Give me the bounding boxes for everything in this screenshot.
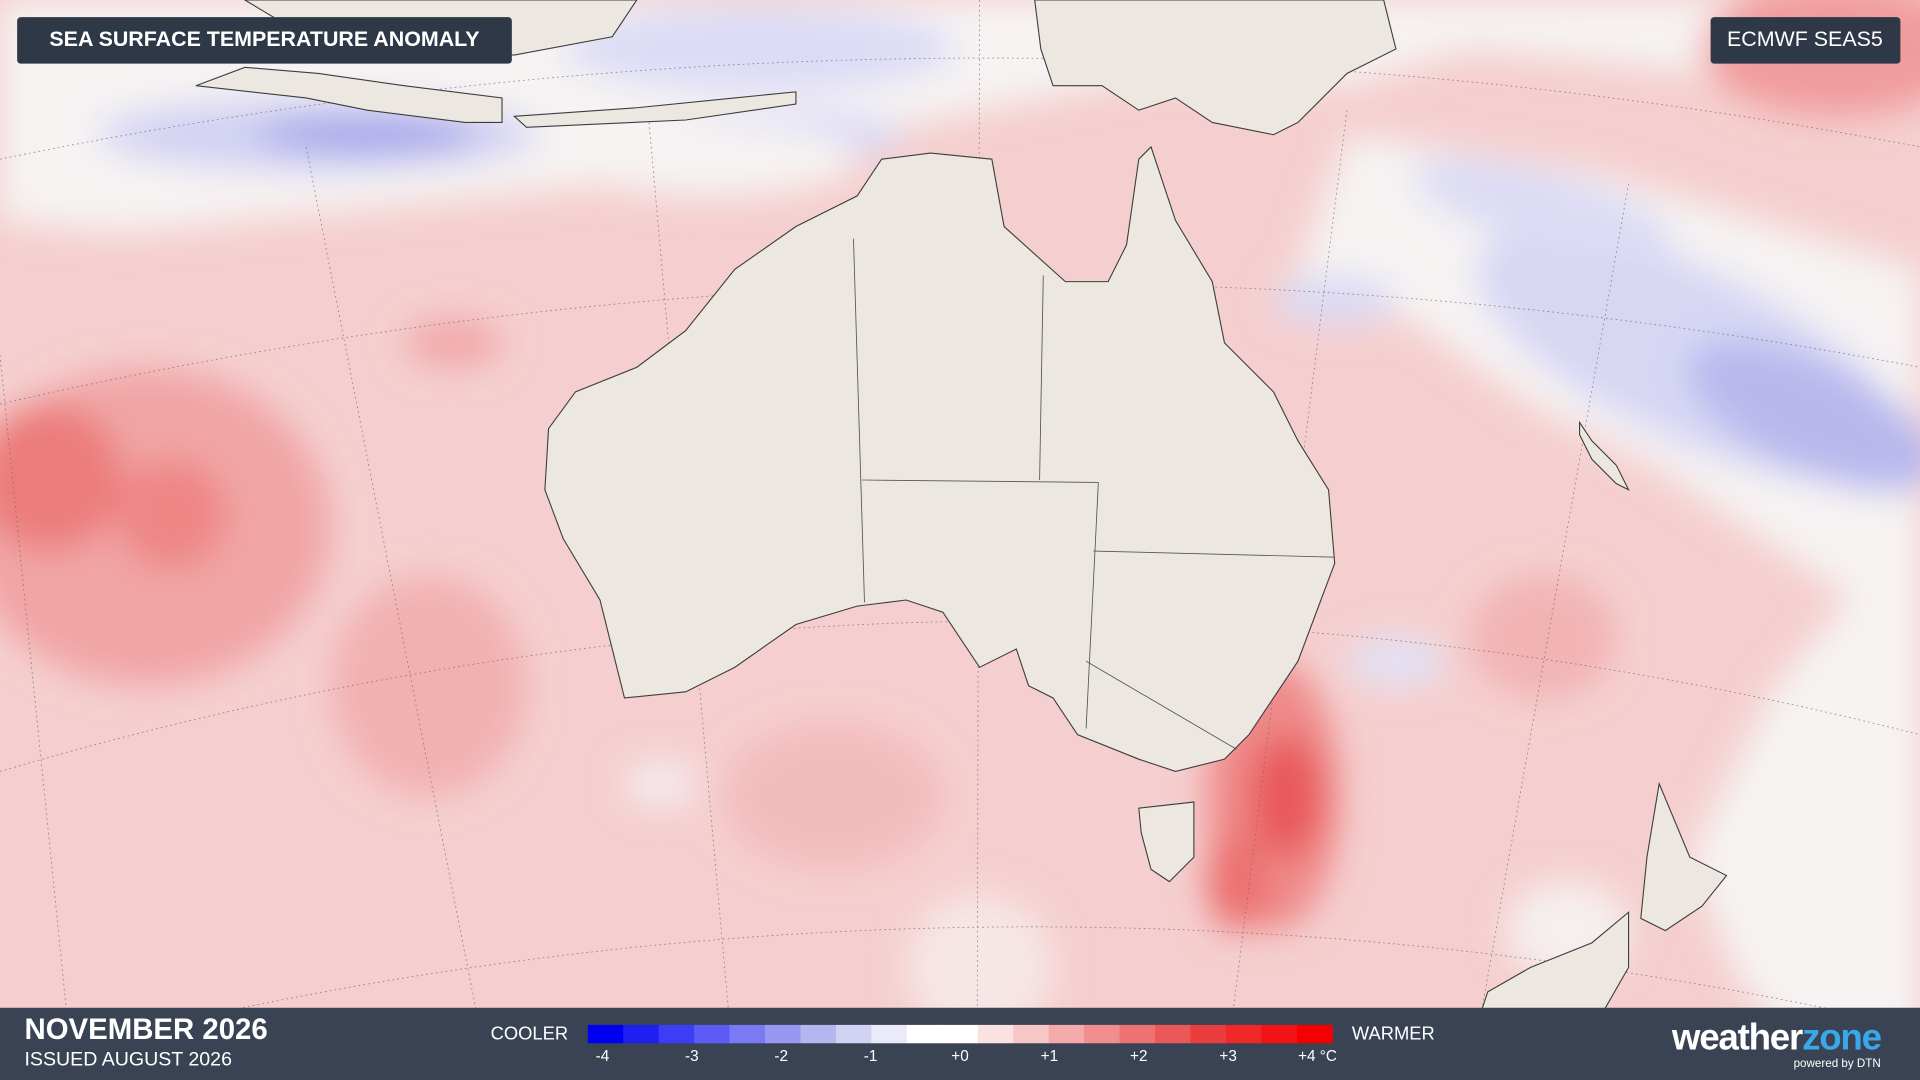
legend-tick-label: -1 xyxy=(864,1048,878,1065)
legend-high-label: WARMER xyxy=(1352,1023,1435,1044)
tasmania xyxy=(1138,801,1195,883)
legend-swatch xyxy=(1296,1024,1333,1044)
legend-swatch xyxy=(906,1024,943,1044)
land xyxy=(195,0,1728,1011)
model-name: ECMWF SEAS5 xyxy=(1727,27,1883,51)
legend-swatch xyxy=(1154,1024,1192,1044)
legend-tick-label: -4 xyxy=(596,1048,610,1065)
legend-swatch xyxy=(1190,1024,1227,1044)
title-box: SEA SURFACE TEMPERATURE ANOMALY xyxy=(17,17,512,64)
legend-swatch xyxy=(942,1024,979,1044)
legend-tick-label: -2 xyxy=(774,1048,788,1065)
legend-swatch xyxy=(1048,1024,1085,1044)
legend-swatch xyxy=(1261,1024,1298,1044)
australia xyxy=(544,145,1336,773)
legend-swatch xyxy=(694,1024,731,1044)
legend-tick-label: +0 xyxy=(951,1048,968,1065)
new-zealand-south xyxy=(1480,911,1630,1011)
legend-swatch xyxy=(729,1024,766,1044)
legend-swatch xyxy=(587,1024,624,1044)
legend-low-label: COOLER xyxy=(491,1023,569,1044)
legend-swatch xyxy=(623,1024,660,1044)
logo-tagline: powered by DTN xyxy=(1794,1057,1881,1070)
legend-tick-label: +3 xyxy=(1219,1048,1236,1065)
legend-swatch xyxy=(765,1024,802,1044)
issued-date: ISSUED AUGUST 2026 xyxy=(24,1049,232,1071)
legend-swatch xyxy=(1225,1024,1262,1044)
java xyxy=(195,66,503,123)
new-caledonia xyxy=(1579,420,1630,492)
lesser-sunda xyxy=(512,91,797,128)
forecast-month: NOVEMBER 2026 xyxy=(24,1013,267,1046)
footer: NOVEMBER 2026 ISSUED AUGUST 2026 COOLER … xyxy=(0,1007,1920,1080)
legend-swatch xyxy=(1013,1024,1050,1044)
map-title: SEA SURFACE TEMPERATURE ANOMALY xyxy=(49,27,479,51)
logo: weatherzone xyxy=(1671,1016,1882,1057)
legend-swatch xyxy=(1119,1024,1156,1044)
legend-tick-label: +2 xyxy=(1130,1048,1147,1065)
legend-scale: -4 -3 -2 -1 +0 +1 +2 +3 +4 °C xyxy=(587,1024,1337,1065)
legend-swatch xyxy=(977,1024,1014,1044)
logo-weather: weather xyxy=(1671,1016,1803,1057)
logo-zone: zone xyxy=(1802,1016,1882,1057)
new-zealand-north xyxy=(1640,781,1728,932)
legend-tick-label: +1 xyxy=(1041,1048,1058,1065)
model-badge: ECMWF SEAS5 xyxy=(1710,17,1901,64)
legend-swatch xyxy=(835,1024,872,1044)
legend-tick-label: +4 °C xyxy=(1298,1048,1337,1065)
new-guinea xyxy=(1034,0,1397,136)
legend-swatch xyxy=(800,1024,837,1044)
legend-tick-label: -3 xyxy=(685,1048,699,1065)
legend-swatch xyxy=(871,1024,908,1044)
legend-swatch xyxy=(1084,1024,1121,1044)
legend-swatch xyxy=(658,1024,695,1044)
